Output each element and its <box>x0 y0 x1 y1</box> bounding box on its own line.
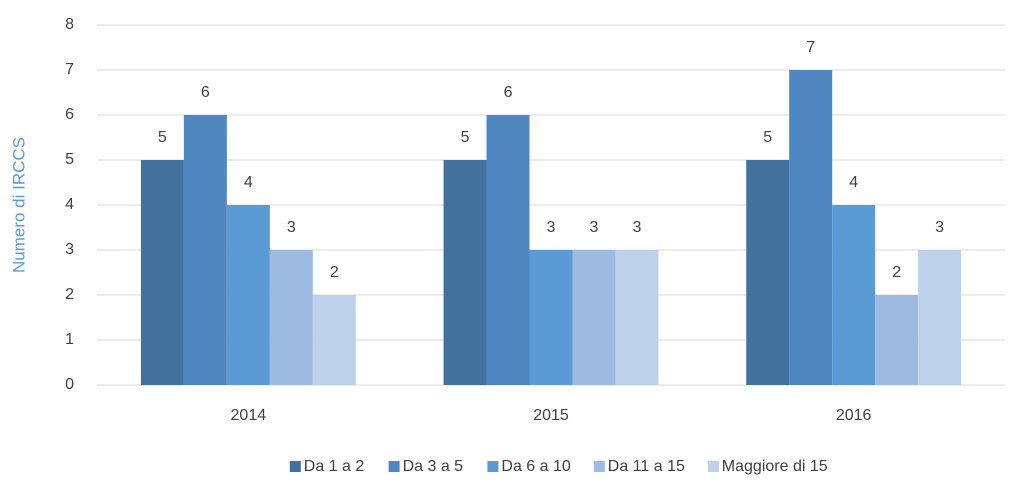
legend-swatch <box>487 461 499 472</box>
x-tick-label: 2015 <box>533 407 569 424</box>
bar <box>746 160 790 385</box>
bar <box>615 250 659 385</box>
bar <box>269 250 313 385</box>
legend-label: Da 6 a 10 <box>501 458 570 475</box>
bar <box>529 250 573 385</box>
y-tick-label: 5 <box>65 151 74 168</box>
y-tick-label: 2 <box>65 286 74 303</box>
bar <box>832 205 876 385</box>
bar <box>789 70 833 385</box>
y-tick-label: 7 <box>65 61 74 78</box>
legend-label: Maggiore di 15 <box>722 458 828 475</box>
x-tick-label: 2016 <box>836 407 872 424</box>
y-tick-label: 1 <box>65 331 74 348</box>
legend-swatch <box>593 461 605 472</box>
data-label: 3 <box>935 219 944 236</box>
bar <box>183 115 227 385</box>
data-label: 4 <box>244 174 253 191</box>
data-label: 5 <box>763 129 772 146</box>
bar <box>443 160 487 385</box>
legend-swatch <box>289 461 301 472</box>
y-tick-label: 3 <box>65 241 74 258</box>
bar <box>572 250 616 385</box>
legend-label: Da 1 a 2 <box>304 458 365 475</box>
data-label: 5 <box>158 129 167 146</box>
bar <box>140 160 184 385</box>
data-label: 3 <box>547 219 556 236</box>
bar <box>486 115 530 385</box>
data-label: 3 <box>590 219 599 236</box>
bar <box>918 250 962 385</box>
y-axis-label: Numero di IRCCS <box>9 137 28 273</box>
data-label: 2 <box>892 264 901 281</box>
legend-swatch <box>707 461 719 472</box>
data-label: 7 <box>806 39 815 56</box>
bar <box>875 295 919 385</box>
data-label: 2 <box>330 264 339 281</box>
y-tick-label: 0 <box>65 376 74 393</box>
bar <box>312 295 356 385</box>
legend-swatch <box>388 461 400 472</box>
data-label: 3 <box>633 219 642 236</box>
data-label: 5 <box>461 129 470 146</box>
data-label: 6 <box>201 84 210 101</box>
legend-label: Da 11 a 15 <box>608 458 685 475</box>
legend-label: Da 3 a 5 <box>403 458 464 475</box>
y-tick-label: 6 <box>65 106 74 123</box>
data-label: 4 <box>849 174 858 191</box>
data-label: 3 <box>287 219 296 236</box>
y-tick-label: 4 <box>65 196 74 213</box>
y-tick-label: 8 <box>65 16 74 33</box>
data-label: 6 <box>504 84 513 101</box>
x-tick-label: 2014 <box>231 407 267 424</box>
bar <box>226 205 270 385</box>
